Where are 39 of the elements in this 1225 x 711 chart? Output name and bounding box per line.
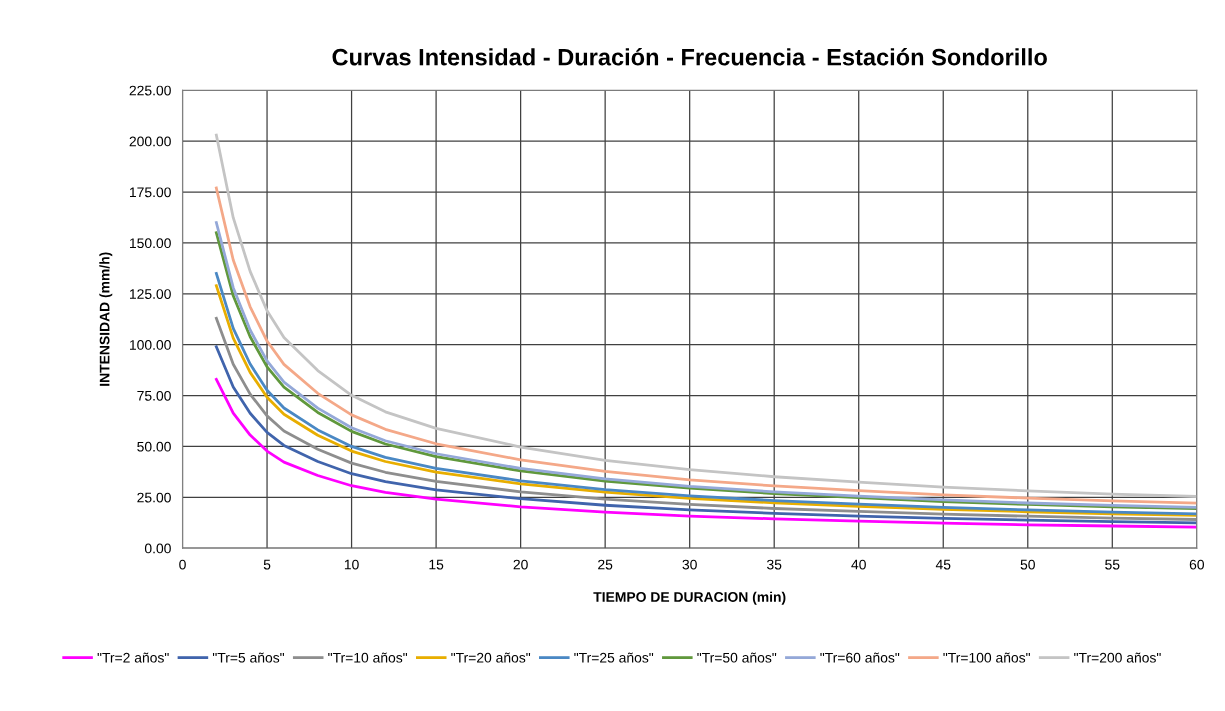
- legend-label: "Tr=25 años": [574, 652, 654, 663]
- legend-label: "Tr=50 años": [697, 652, 777, 663]
- x-tick-label: 35: [767, 559, 782, 570]
- x-tick-label: 45: [935, 559, 951, 570]
- line-series: [214, 345, 1197, 525]
- line-series: [214, 316, 1197, 521]
- y-tick-label: 100.00: [130, 340, 171, 350]
- legend-label: "Tr=20 años": [451, 652, 531, 663]
- legend-label: "Tr=60 años": [820, 652, 900, 663]
- legend-label: "Tr=5 años": [212, 652, 285, 663]
- x-tick-label: 15: [429, 559, 444, 570]
- y-tick-label: 75.00: [137, 390, 171, 401]
- y-axis-title: INTENSIDAD (mm/h): [99, 252, 113, 386]
- x-tick-label: 10: [344, 559, 359, 570]
- y-tick-label: 225.00: [129, 85, 171, 96]
- legend-label: "Tr=10 años": [328, 652, 408, 663]
- x-tick-label: 30: [682, 559, 697, 570]
- x-axis-title: TIEMPO DE DURACION (min): [593, 591, 786, 605]
- x-tick-label: 40: [851, 559, 866, 570]
- chart-title: Curvas Intensidad - Duración - Frecuencia - Estación Sondorillo: [332, 47, 1047, 66]
- line-series: [214, 133, 1197, 498]
- y-tick-label: 25.00: [137, 492, 171, 503]
- y-tick-label: 200.00: [129, 136, 171, 147]
- y-tick-label: 0.00: [144, 543, 171, 554]
- x-tick-label: 5: [263, 559, 271, 570]
- x-tick-label: 0: [179, 559, 186, 570]
- line-series: [214, 377, 1197, 529]
- y-tick-label: 50.00: [137, 441, 171, 452]
- legend-label: "Tr=200 años": [1074, 652, 1161, 663]
- x-tick-label: 50: [1020, 559, 1035, 570]
- y-tick-label: 150.00: [130, 238, 171, 249]
- legend-label: "Tr=100 años": [943, 652, 1030, 663]
- x-tick-label: 60: [1189, 559, 1205, 570]
- x-tick-label: 55: [1105, 559, 1120, 570]
- legend-label: "Tr=2 años": [97, 652, 169, 663]
- x-tick-label: 20: [513, 559, 528, 570]
- y-tick-label: 125.00: [130, 289, 171, 299]
- y-tick-label: 175.00: [130, 187, 171, 198]
- x-tick-label: 25: [598, 559, 613, 570]
